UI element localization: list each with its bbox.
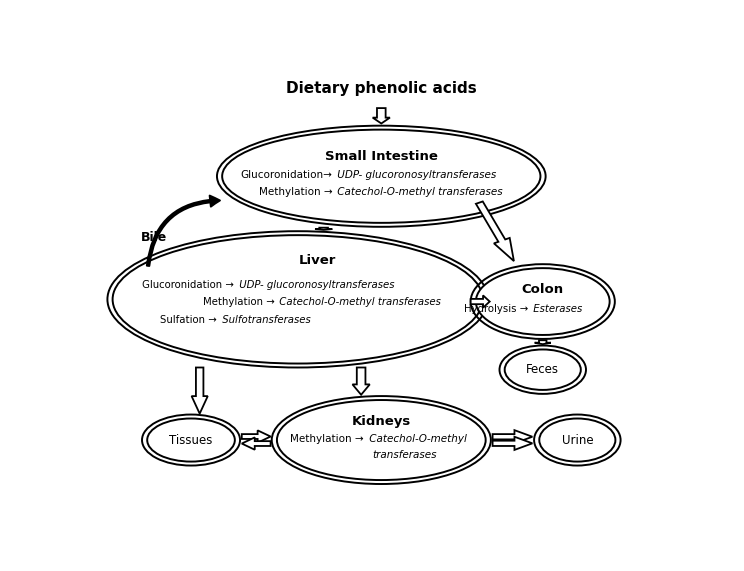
FancyArrow shape xyxy=(493,430,533,443)
FancyArrowPatch shape xyxy=(147,196,220,266)
Text: Glucoronidation→: Glucoronidation→ xyxy=(240,170,333,180)
Text: UDP- glucoronosyltransferases: UDP- glucoronosyltransferases xyxy=(334,170,496,180)
Text: Kidneys: Kidneys xyxy=(352,415,411,428)
FancyArrow shape xyxy=(373,108,390,123)
Text: Colon: Colon xyxy=(522,283,564,296)
Text: Sulfation →: Sulfation → xyxy=(160,315,217,324)
Text: Methylation →: Methylation → xyxy=(259,187,333,196)
Text: Methylation →: Methylation → xyxy=(290,434,364,444)
Ellipse shape xyxy=(147,419,235,461)
Text: Sulfotransferases: Sulfotransferases xyxy=(219,315,310,324)
Text: Bile: Bile xyxy=(141,231,167,244)
Text: Tissues: Tissues xyxy=(170,433,213,447)
Text: Urine: Urine xyxy=(562,433,593,447)
Text: Dietary phenolic acids: Dietary phenolic acids xyxy=(286,81,477,96)
Ellipse shape xyxy=(277,400,486,480)
FancyArrow shape xyxy=(192,368,208,413)
FancyArrow shape xyxy=(242,431,271,443)
Text: Liver: Liver xyxy=(299,254,336,267)
Text: Hydrolysis →: Hydrolysis → xyxy=(464,304,528,315)
Text: Catechol-O-methyl transferases: Catechol-O-methyl transferases xyxy=(334,187,503,196)
FancyArrow shape xyxy=(535,340,551,344)
Text: Feces: Feces xyxy=(526,363,559,376)
FancyArrow shape xyxy=(471,295,490,308)
Ellipse shape xyxy=(112,235,483,364)
FancyArrow shape xyxy=(353,368,370,395)
Text: Esterases: Esterases xyxy=(530,304,583,315)
Ellipse shape xyxy=(504,349,581,390)
Text: UDP- glucoronosyltransferases: UDP- glucoronosyltransferases xyxy=(236,280,394,290)
FancyArrow shape xyxy=(242,437,271,450)
Text: Small Intestine: Small Intestine xyxy=(325,150,437,163)
Text: Catechol-O-methyl: Catechol-O-methyl xyxy=(366,434,466,444)
Text: Methylation →: Methylation → xyxy=(203,297,275,307)
Text: Catechol-O-methyl transferases: Catechol-O-methyl transferases xyxy=(276,297,441,307)
Text: Glucoronidation →: Glucoronidation → xyxy=(142,280,234,290)
Ellipse shape xyxy=(539,419,615,461)
Text: transferases: transferases xyxy=(372,451,437,460)
FancyArrow shape xyxy=(493,437,533,450)
FancyArrow shape xyxy=(315,228,333,230)
Ellipse shape xyxy=(222,130,540,223)
Ellipse shape xyxy=(476,268,609,335)
FancyArrow shape xyxy=(476,202,514,261)
